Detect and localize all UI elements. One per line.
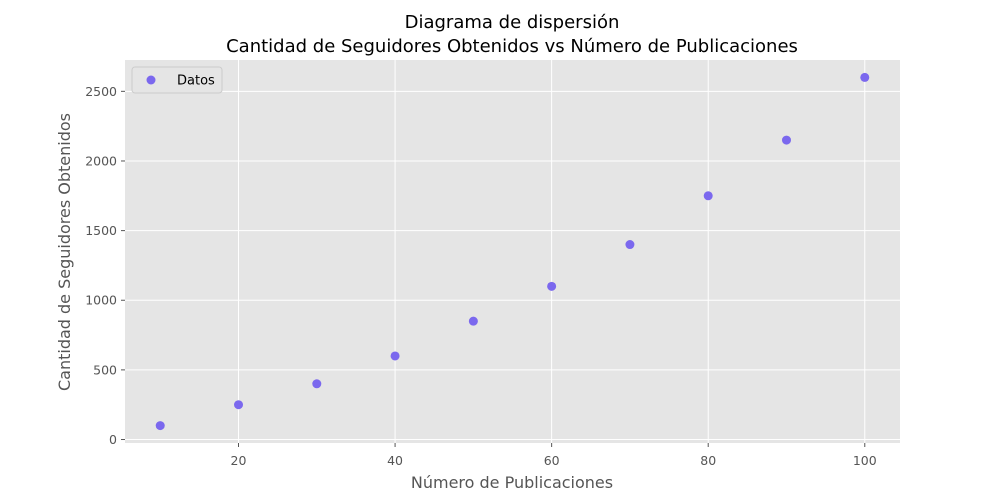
data-point — [155, 421, 165, 431]
y-tick-label: 1000 — [85, 293, 117, 308]
data-point — [860, 72, 870, 82]
legend-label-datos: Datos — [177, 74, 215, 89]
legend: Datos — [131, 66, 223, 94]
plot-area — [125, 60, 900, 443]
data-point — [390, 351, 400, 361]
y-tick-label: 2500 — [85, 84, 117, 99]
legend-box — [131, 66, 223, 94]
data-point — [625, 240, 635, 250]
x-tick-label: 80 — [700, 453, 716, 468]
y-tick-label: 1500 — [85, 223, 117, 238]
x-tick-label: 100 — [853, 453, 877, 468]
x-tick-label: 40 — [387, 453, 403, 468]
x-tick-label: 60 — [544, 453, 560, 468]
data-point — [234, 400, 244, 410]
y-tick-label: 500 — [93, 362, 117, 377]
data-point — [703, 191, 713, 201]
chart-subtitle: Cantidad de Seguidores Obtenidos vs Núme… — [226, 36, 798, 57]
legend-marker-datos — [146, 75, 156, 85]
data-point — [312, 379, 322, 389]
data-point — [468, 316, 478, 326]
chart-title: Diagrama de dispersión — [405, 12, 620, 33]
data-points — [155, 72, 870, 431]
x-axis-label: Número de Publicaciones — [411, 473, 613, 492]
data-point — [781, 135, 791, 145]
x-axis-ticks: 20 40 60 80 100 — [231, 443, 877, 468]
y-tick-label: 2000 — [85, 153, 117, 168]
y-axis-label: Cantidad de Seguidores Obtenidos — [55, 113, 74, 391]
y-tick-label: 0 — [109, 432, 117, 447]
data-point — [547, 281, 557, 291]
y-axis-ticks: 0 500 1000 1500 2000 2500 — [85, 84, 125, 447]
x-tick-label: 20 — [231, 453, 247, 468]
grid-lines — [125, 60, 900, 443]
